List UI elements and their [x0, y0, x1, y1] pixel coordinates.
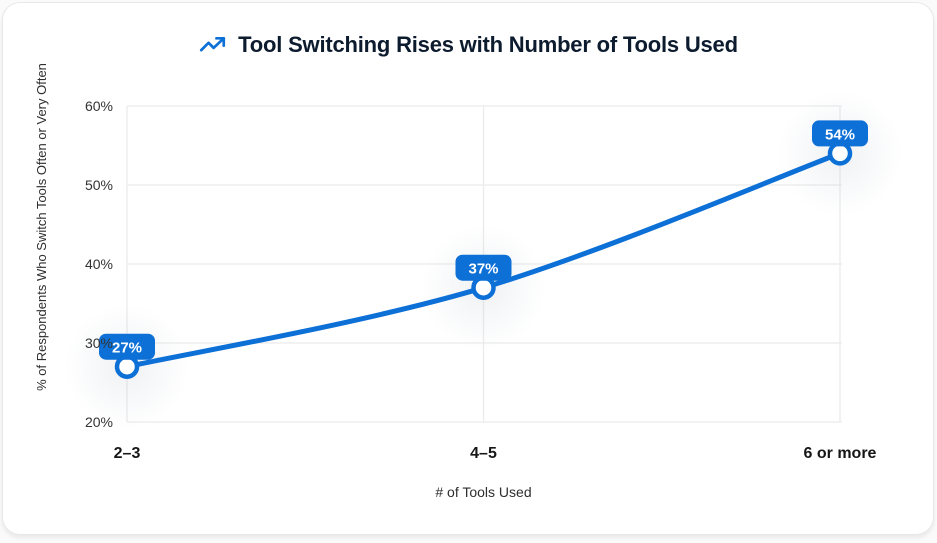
y-tick-label: 40%: [85, 256, 113, 272]
data-point-badge-label: 54%: [825, 126, 855, 143]
y-tick-label: 50%: [85, 177, 113, 193]
data-point-badge-label: 37%: [468, 261, 498, 278]
data-point-badge-label: 27%: [112, 340, 142, 357]
x-tick-label: 2–3: [114, 445, 141, 462]
data-point-badge: [455, 254, 512, 281]
x-axis-title: # of Tools Used: [435, 484, 531, 500]
x-tick-label: 6 or more: [804, 445, 877, 462]
y-tick-label: 60%: [85, 98, 113, 114]
y-tick-label: 20%: [85, 414, 113, 430]
data-point-badge: [99, 333, 155, 360]
y-tick-label: 30%: [85, 335, 113, 351]
data-point-badge: [812, 120, 868, 147]
x-tick-label: 4–5: [470, 445, 497, 462]
y-axis-title: % of Respondents Who Switch Tools Often …: [34, 63, 49, 391]
